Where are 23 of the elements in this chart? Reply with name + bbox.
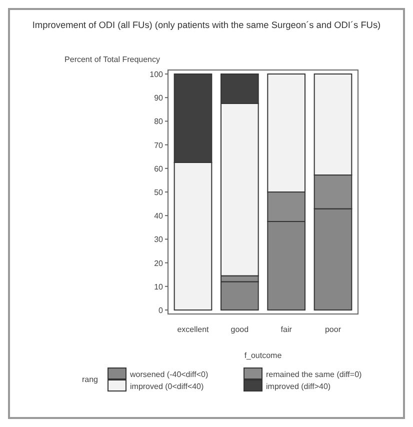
chart-title: Improvement of ODI (all FUs) (only patients with the same Surgeon´s and ODI´s FUs) xyxy=(32,20,381,30)
y-tick-label: 10 xyxy=(154,282,164,292)
y-tick-label: 90 xyxy=(154,94,164,103)
y-tick-label: 50 xyxy=(154,188,164,197)
y-tick-label: 20 xyxy=(154,258,164,268)
legend-title: rang xyxy=(82,375,98,384)
y-tick-label: 100 xyxy=(150,70,164,79)
y-tick-label: 70 xyxy=(154,140,164,150)
legend-label: worsened (-40<diff<0) xyxy=(129,370,208,379)
x-tick-label: good xyxy=(230,325,249,334)
legend-label: improved (diff>40) xyxy=(266,382,331,391)
legend-label: remained the same (diff=0) xyxy=(266,370,362,379)
x-tick-label: poor xyxy=(324,325,342,334)
x-axis-title: f_outcome xyxy=(244,351,282,360)
x-tick-label: excellent xyxy=(177,325,210,334)
y-tick-label: 30 xyxy=(154,235,164,244)
y-tick-label: 60 xyxy=(154,164,164,174)
y-tick-label: 80 xyxy=(154,117,164,126)
y-axis-title: Percent of Total Frequency xyxy=(64,55,160,64)
y-tick-label: 40 xyxy=(154,212,164,221)
x-tick-label: fair xyxy=(280,325,292,334)
legend-label: improved (0<diff<40) xyxy=(130,382,204,391)
y-tick-label: 0 xyxy=(158,306,164,315)
